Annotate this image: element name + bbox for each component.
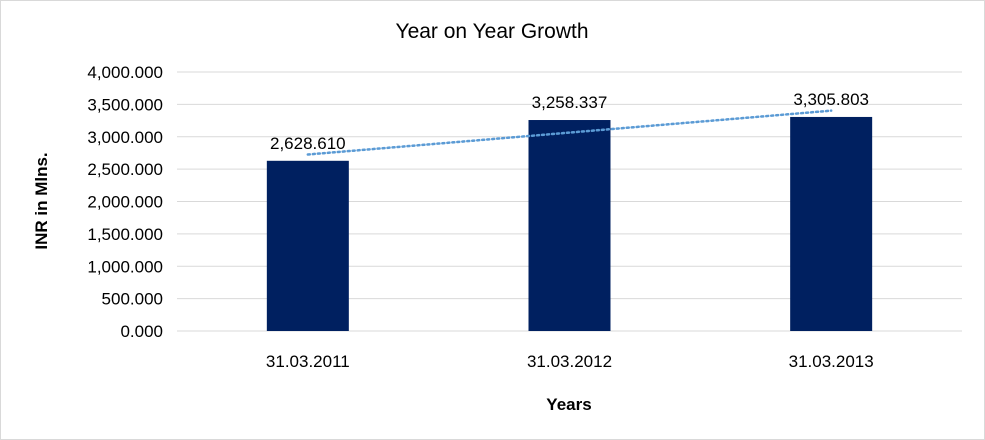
y-tick-label: 1,000.000 <box>87 257 163 276</box>
data-labels: 2,628.610 3,258.337 3,305.803 <box>270 90 869 153</box>
bar <box>266 160 349 331</box>
bar <box>790 116 873 332</box>
trendline-group <box>306 109 833 156</box>
data-label: 3,258.337 <box>532 93 608 112</box>
data-label: 3,305.803 <box>793 90 869 109</box>
trendline <box>306 109 833 156</box>
y-axis-title: INR in Mlns. <box>32 152 51 249</box>
y-tick-label: 0.000 <box>120 322 163 341</box>
bar <box>528 120 611 332</box>
y-tick-label: 3,500.000 <box>87 95 163 114</box>
data-label: 2,628.610 <box>270 134 346 153</box>
y-axis-ticks: 0.000 500.000 1,000.000 1,500.000 2,000.000 2… <box>87 63 163 341</box>
bars <box>266 116 873 332</box>
y-tick-label: 500.000 <box>102 290 163 309</box>
y-tick-label: 4,000.000 <box>87 63 163 82</box>
x-tick-label: 31.03.2011 <box>266 352 350 371</box>
chart-title: Year on Year Growth <box>395 20 588 43</box>
y-tick-label: 2,500.000 <box>87 160 163 179</box>
y-tick-label: 1,500.000 <box>87 225 163 244</box>
x-tick-label: 31.03.2012 <box>527 352 612 371</box>
y-tick-label: 3,000.000 <box>87 128 163 147</box>
x-axis-title: Years <box>546 395 591 414</box>
x-axis-ticks: 31.03.2011 31.03.2012 31.03.2013 <box>266 352 874 371</box>
y-tick-label: 2,000.000 <box>87 193 163 212</box>
x-tick-label: 31.03.2013 <box>789 352 874 371</box>
